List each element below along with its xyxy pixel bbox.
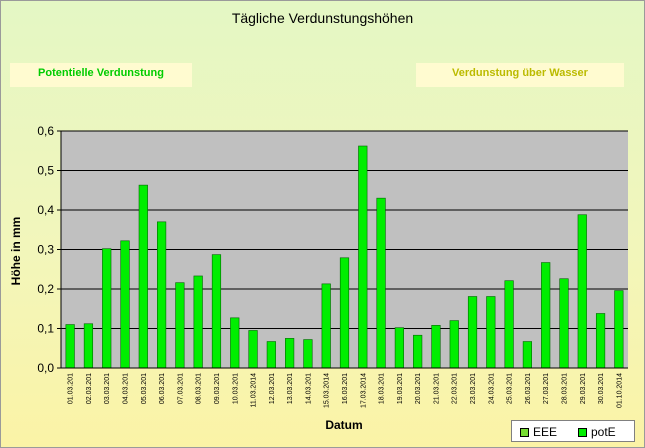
x-tick-label: 08.03.201 <box>196 373 203 404</box>
bar <box>577 214 587 369</box>
bar <box>413 334 423 369</box>
y-tick-label: 0,5 <box>37 164 54 178</box>
x-tick-label: 18.03.201 <box>379 373 386 404</box>
chart-legend: EEE potE <box>511 420 635 442</box>
bar <box>102 248 112 369</box>
x-tick-label: 10.03.201 <box>232 373 239 404</box>
x-tick-label: 14.03.201 <box>305 373 312 404</box>
x-tick-label: 26.03.201 <box>525 373 532 404</box>
water-evaporation-label: Verdunstung über Wasser <box>416 63 624 87</box>
potential-evaporation-label: Potentielle Verdunstung <box>10 63 192 87</box>
bar <box>65 324 75 369</box>
y-tick-label: 0,2 <box>37 282 54 296</box>
bar <box>614 290 624 369</box>
bar <box>138 184 148 369</box>
bar <box>230 317 240 369</box>
x-tick-label: 15.03.2014 <box>324 373 331 408</box>
x-tick-label: 16.03.201 <box>342 373 349 404</box>
x-tick-label: 17.03.2014 <box>360 373 367 408</box>
bar <box>248 330 258 369</box>
x-tick-label: 01.10.2014 <box>616 373 623 408</box>
bar <box>266 341 276 369</box>
x-tick-label: 07.03.201 <box>177 373 184 404</box>
bar <box>486 296 496 369</box>
bar <box>120 240 130 369</box>
bar <box>376 197 386 369</box>
bar <box>83 323 94 369</box>
bar <box>321 283 331 369</box>
x-tick-label: 27.03.201 <box>543 373 550 404</box>
chart-title: Tägliche Verdunstungshöhen <box>231 10 414 26</box>
x-tick-label: 20.03.201 <box>415 373 422 404</box>
y-tick-label: 0,6 <box>37 124 54 138</box>
bar <box>559 278 569 369</box>
legend-item-pote: potE <box>578 425 616 439</box>
bar <box>522 341 533 369</box>
legend-swatch-eee <box>520 427 529 437</box>
bar <box>595 313 606 369</box>
x-tick-label: 13.03.201 <box>287 373 294 404</box>
legend-label-pote: potE <box>591 425 616 439</box>
x-axis-label: Datum <box>325 418 362 432</box>
x-tick-label: 01.03.201 <box>68 373 75 404</box>
bar <box>211 254 222 369</box>
bar <box>431 325 441 369</box>
legend-swatch-pote <box>578 427 587 437</box>
bar <box>449 320 459 369</box>
y-axis-label: Höhe in mm <box>9 217 23 286</box>
x-tick-label: 03.03.201 <box>104 373 111 404</box>
x-tick-label: 11.03.2014 <box>251 373 258 408</box>
x-tick-label: 30.03.201 <box>598 373 605 404</box>
legend-label-eee: EEE <box>533 425 558 439</box>
x-tick-label: 12.03.201 <box>269 373 276 404</box>
x-tick-label: 05.03.201 <box>141 373 148 404</box>
bar <box>175 282 185 369</box>
y-tick-label: 0,3 <box>37 243 54 257</box>
bar <box>339 257 350 369</box>
bar <box>394 327 404 369</box>
legend-item-eee: EEE <box>520 425 557 439</box>
bar <box>467 296 478 369</box>
x-tick-label: 21.03.201 <box>433 373 440 404</box>
bar <box>193 275 203 369</box>
x-tick-label: 28.03.201 <box>561 373 568 404</box>
bar <box>285 338 295 369</box>
x-tick-label: 22.03.201 <box>452 373 459 404</box>
x-tick-label: 24.03.201 <box>488 373 495 404</box>
bar <box>504 280 514 369</box>
x-tick-label: 25.03.201 <box>507 373 514 404</box>
x-tick-label: 29.03.201 <box>580 373 587 404</box>
y-tick-label: 0,4 <box>37 203 54 217</box>
y-tick-label: 0,0 <box>37 361 54 375</box>
x-tick-label: 04.03.201 <box>123 373 130 404</box>
x-tick-label: 06.03.201 <box>159 373 166 404</box>
y-tick-label: 0,1 <box>37 322 54 336</box>
bar <box>541 262 551 369</box>
x-tick-label: 02.03.201 <box>86 373 93 404</box>
bar <box>156 221 167 369</box>
x-tick-label: 19.03.201 <box>397 373 404 404</box>
x-tick-label: 23.03.201 <box>470 373 477 404</box>
bar <box>358 145 368 369</box>
x-tick-label: 09.03.201 <box>214 373 221 404</box>
bar <box>303 339 313 369</box>
